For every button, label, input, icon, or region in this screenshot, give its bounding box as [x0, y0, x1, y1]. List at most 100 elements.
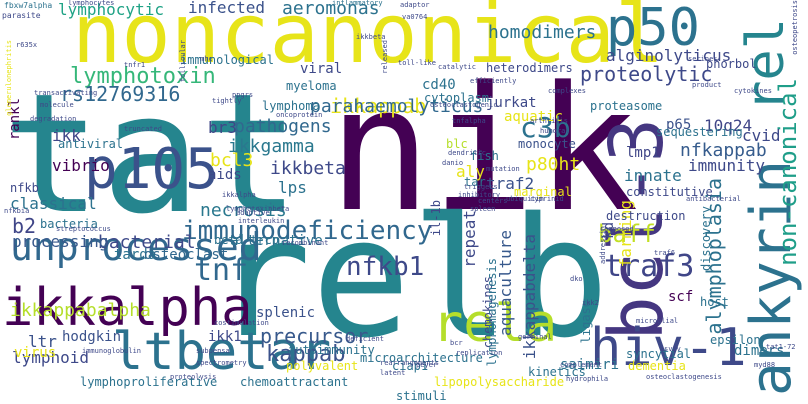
word: dementia: [628, 359, 686, 373]
word: triggers: [464, 183, 498, 191]
word: cyprinid: [530, 195, 564, 203]
word: cytoplasm: [424, 91, 490, 105]
word: costimulation: [214, 319, 269, 327]
word: br3: [208, 118, 237, 137]
word: interleukin: [238, 217, 285, 225]
word: addressin: [599, 226, 607, 264]
word: jurkat: [486, 95, 537, 111]
word: tnfr1: [124, 61, 146, 69]
word: r635x: [16, 41, 38, 49]
word: microarchitecture: [360, 351, 483, 365]
word: p65: [666, 117, 692, 133]
word: immunity: [688, 156, 766, 175]
word: polyvalent: [286, 359, 359, 373]
word: beta-trcp: [214, 233, 280, 247]
word: bacteria: [40, 217, 98, 231]
word: chemoattractant: [240, 375, 349, 389]
word: tat: [2, 58, 301, 250]
word: vibrio: [52, 156, 110, 175]
word: viral: [300, 61, 343, 77]
word: tnfalpha: [452, 117, 486, 125]
word: osteoclast: [144, 247, 229, 263]
word: osteopetrosis: [791, 0, 799, 55]
word: bcr: [450, 339, 463, 347]
word: innate: [624, 166, 682, 185]
word: svcv: [664, 345, 681, 353]
word: p50: [606, 0, 700, 58]
word: unprocessed: [10, 225, 262, 269]
word: parasite: [2, 11, 41, 20]
word: lymphoma: [262, 99, 320, 113]
word: cvid: [742, 126, 781, 145]
word: lps: [278, 178, 307, 197]
word: ikkappabalpha: [10, 300, 151, 321]
word: ciap1: [392, 359, 429, 373]
word: aly: [456, 162, 485, 181]
word: epsilon: [710, 333, 761, 347]
word: lymphotoxin: [70, 64, 216, 89]
word: myeloma: [286, 79, 337, 93]
word: necrosis: [200, 200, 287, 221]
word: c3b: [520, 111, 571, 144]
word: traf6: [654, 249, 676, 257]
word: mhc: [200, 55, 213, 63]
word: osteoclastogenic: [430, 101, 498, 109]
word: hodgkin: [62, 329, 122, 345]
word: immunodeficiency: [182, 216, 433, 246]
word: complement: [560, 361, 603, 369]
word: toll-like: [398, 59, 436, 67]
word: ltbetar: [112, 322, 332, 382]
word: splenic: [256, 305, 316, 321]
word: lymphocytic: [58, 0, 164, 19]
word: aids: [208, 167, 242, 183]
word: destruction: [606, 209, 686, 223]
word: osteoclastogenesis: [646, 373, 722, 381]
word: inflammatory: [332, 0, 383, 7]
word: tnf: [194, 253, 249, 288]
word: germinal: [518, 333, 552, 341]
word: subpensa: [196, 347, 230, 355]
word: precursor: [260, 324, 369, 348]
word: alternative: [230, 233, 323, 249]
word: ppgrs: [232, 91, 254, 99]
word: sequestering: [656, 125, 743, 139]
word: follicular: [179, 40, 187, 83]
word: degradation: [30, 115, 77, 123]
word: kinetics: [528, 365, 586, 379]
word: il-1b: [429, 200, 443, 237]
word: serines: [688, 55, 718, 63]
word: spectrometry: [196, 359, 247, 367]
word: adaptor: [400, 1, 430, 9]
word: stimuli: [396, 389, 447, 403]
word: spleen: [470, 205, 496, 213]
word: lymphoproliferative: [80, 375, 218, 389]
word: infected: [188, 0, 266, 17]
word: noncanonical: [72, 0, 665, 82]
word: marginal: [514, 185, 572, 199]
word: phorbol: [706, 57, 757, 71]
word: ikkgamma: [228, 136, 315, 157]
word: immunoglobulin: [82, 347, 142, 355]
word: arthritis: [530, 117, 568, 125]
word: b2: [12, 214, 37, 238]
word: ikkappab: [330, 94, 427, 118]
word: mutation: [486, 165, 520, 173]
word: ikk2: [582, 299, 599, 307]
word: antiviral: [58, 137, 124, 151]
word: lmp1: [626, 145, 660, 161]
word: discovery: [699, 206, 713, 272]
word: inhibitory: [458, 191, 501, 199]
word: proteolytic: [580, 62, 713, 86]
word: saimiri: [560, 357, 620, 373]
word: nik: [328, 49, 639, 250]
word: humoral: [540, 127, 570, 135]
word: tarda: [114, 247, 157, 263]
word: fish: [470, 149, 499, 163]
word: hiv-1: [590, 318, 747, 378]
word: ltr: [28, 332, 57, 351]
word: baff: [598, 220, 656, 248]
word: nfkb1: [346, 252, 425, 282]
word: myd88: [754, 361, 776, 369]
word: antibacterial: [686, 195, 741, 203]
